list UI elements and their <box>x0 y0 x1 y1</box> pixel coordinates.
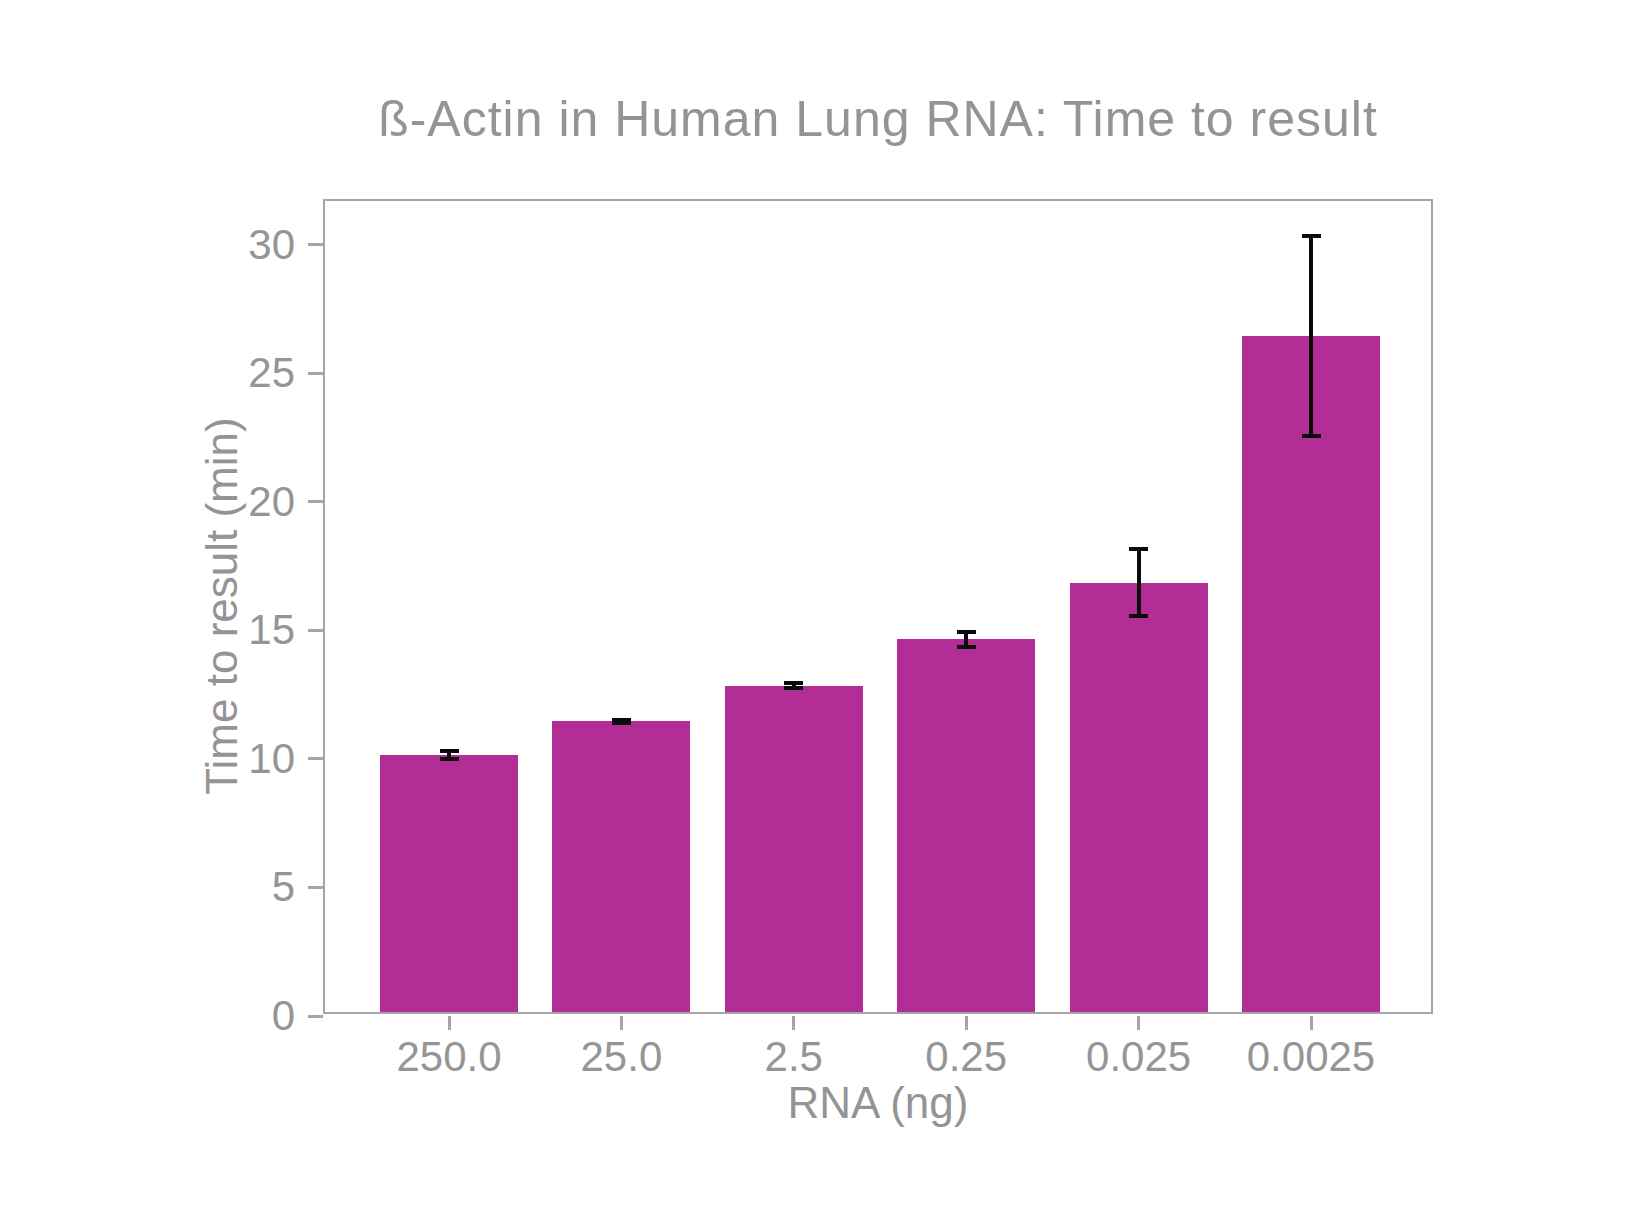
y-tick-label: 25 <box>165 352 295 394</box>
y-tick-mark <box>308 886 323 889</box>
y-tick-label: 0 <box>165 995 295 1037</box>
x-tick-mark <box>792 1016 795 1030</box>
error-bar-line <box>1137 549 1141 616</box>
error-bar-line <box>1309 236 1313 437</box>
error-bar-cap-bottom <box>612 721 631 725</box>
y-tick-label: 30 <box>165 224 295 266</box>
x-tick-mark <box>620 1016 623 1030</box>
y-tick-mark <box>308 500 323 503</box>
bar <box>1070 583 1208 1012</box>
plot-area: 051015202530250.025.02.50.250.0250.0025 <box>323 199 1433 1014</box>
y-tick-mark <box>308 372 323 375</box>
error-bar-cap-bottom <box>1129 614 1148 618</box>
bar <box>897 639 1035 1012</box>
x-tick-label: 0.0025 <box>1201 1036 1421 1078</box>
error-bar-cap-top <box>1302 234 1321 238</box>
y-tick-mark <box>308 629 323 632</box>
error-bar-cap-bottom <box>784 686 803 690</box>
chart-title: ß-Actin in Human Lung RNA: Time to resul… <box>323 90 1433 148</box>
error-bar-cap-top <box>1129 547 1148 551</box>
error-bar-cap-bottom <box>957 645 976 649</box>
y-tick-label: 10 <box>165 738 295 780</box>
error-bar-cap-top <box>440 749 459 753</box>
figure: ß-Actin in Human Lung RNA: Time to resul… <box>0 0 1640 1231</box>
y-tick-mark <box>308 757 323 760</box>
x-tick-mark <box>965 1016 968 1030</box>
error-bar-cap-bottom <box>1302 434 1321 438</box>
bar <box>725 686 863 1013</box>
x-tick-mark <box>1310 1016 1313 1030</box>
x-tick-mark <box>1137 1016 1140 1030</box>
y-tick-label: 5 <box>165 866 295 908</box>
y-tick-mark <box>308 243 323 246</box>
error-bar-cap-top <box>957 630 976 634</box>
x-axis-label: RNA (ng) <box>323 1078 1433 1128</box>
y-tick-label: 15 <box>165 609 295 651</box>
error-bar-cap-bottom <box>440 757 459 761</box>
y-tick-label: 20 <box>165 481 295 523</box>
bar <box>380 755 518 1012</box>
x-tick-mark <box>448 1016 451 1030</box>
bar <box>552 721 690 1012</box>
y-tick-mark <box>308 1015 323 1018</box>
